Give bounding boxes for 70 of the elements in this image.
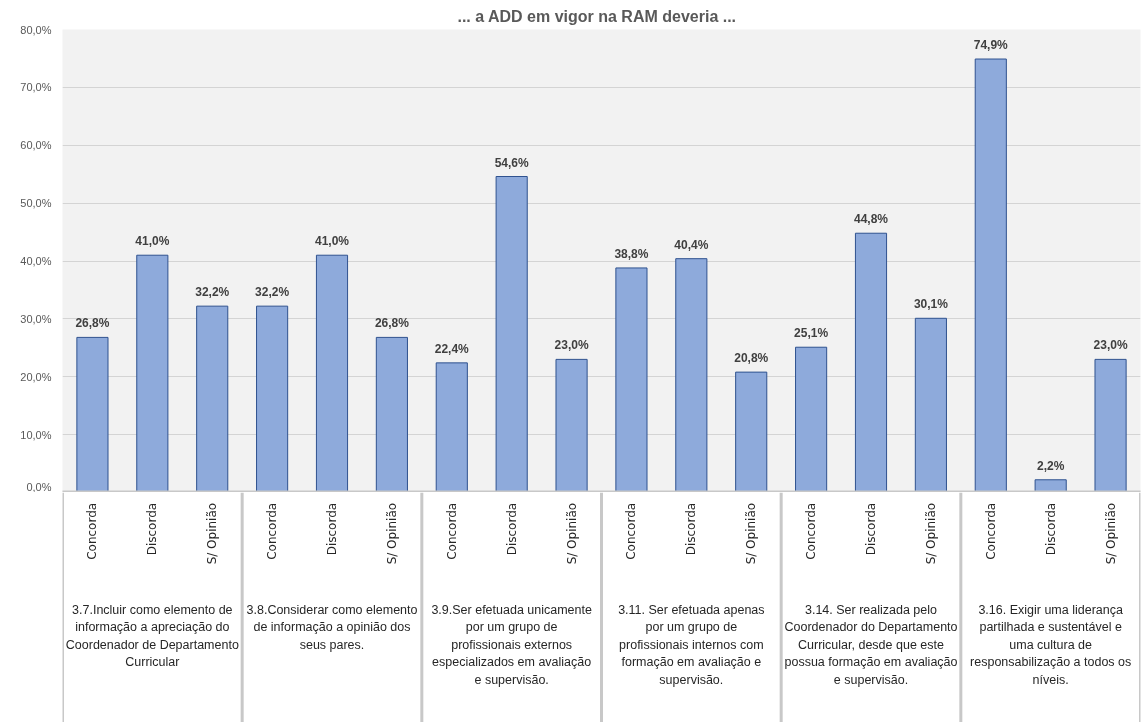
- data-label: 26,8%: [374, 316, 410, 331]
- x-tick-label: S/ Opinião: [205, 502, 220, 565]
- y-tick-label: 30,0%: [20, 312, 52, 325]
- data-label: 25,1%: [794, 326, 829, 341]
- text: 3.9.Ser efetuada unicamente por um grupo de profissionais externos especializados em avaliação e supervisão.: [431, 602, 592, 687]
- bar: [136, 254, 169, 492]
- text: 3.11. Ser efetuada apenas por um grupo de profissionais internos com formação em avaliação e supervisão.: [618, 602, 765, 687]
- bar: [914, 317, 947, 492]
- bar: [555, 358, 588, 492]
- data-label: 30,1%: [913, 297, 949, 312]
- bar: [675, 258, 708, 492]
- x-tick-label: S/ Opinião: [564, 502, 579, 565]
- y-tick-label: 0,0%: [26, 480, 52, 493]
- x-tick-label: Concorda: [85, 502, 100, 560]
- x-tick-label: Discorda: [325, 502, 339, 556]
- data-label: 26,8%: [75, 316, 110, 331]
- x-tick-label: Concorda: [265, 502, 280, 560]
- x-tick-label: Concorda: [983, 502, 998, 560]
- bar: [615, 267, 648, 492]
- y-tick-label: 60,0%: [20, 139, 52, 152]
- data-label: 20,8%: [734, 351, 769, 366]
- y-tick-label: 50,0%: [20, 197, 52, 210]
- data-label: 41,0%: [314, 234, 350, 249]
- x-tick-label: S/ Opinião: [384, 502, 399, 565]
- bar: [1094, 358, 1127, 492]
- y-tick-label: 70,0%: [20, 81, 52, 94]
- text: 3.14. Ser realizada pelo Coordenador do Departamento Curricular, desde que este possua formação em avaliação e supervisão.: [784, 602, 958, 687]
- bar: [435, 362, 468, 492]
- data-label: 54,6%: [494, 155, 530, 170]
- data-label: 41,0%: [135, 234, 170, 249]
- text: 3.7.Incluir como elemento de informação a apreciação do Coordenador de Departamento Curricular: [65, 602, 239, 670]
- x-tick-label: Concorda: [804, 502, 819, 560]
- data-label: 22,4%: [434, 341, 470, 356]
- data-label: 38,8%: [614, 246, 649, 261]
- data-label: 44,8%: [853, 212, 889, 227]
- x-tick-label: Discorda: [145, 502, 160, 556]
- data-label: 23,0%: [554, 338, 589, 353]
- bar: [76, 336, 109, 492]
- y-tick-label: 20,0%: [20, 370, 52, 383]
- text: 3.16. Exigir uma liderança partilhada e sustentável e uma cultura de responsabilização a todos os níveis.: [970, 602, 1132, 687]
- bar: [495, 176, 528, 492]
- x-tick-label: Discorda: [684, 502, 699, 556]
- data-label: 40,4%: [674, 237, 709, 252]
- bar: [974, 58, 1007, 492]
- data-label: 74,9%: [973, 38, 1009, 53]
- data-label: 32,2%: [255, 285, 290, 300]
- text: 3.8.Considerar como elemento de informação a opinião dos seus pares.: [246, 602, 418, 652]
- bar: [375, 336, 408, 492]
- y-tick-label: 40,0%: [20, 255, 52, 267]
- bar: [1034, 479, 1067, 492]
- y-tick-label: 10,0%: [20, 428, 52, 441]
- bar: [256, 305, 289, 492]
- data-label: 23,0%: [1093, 338, 1128, 353]
- x-tick-label: Concorda: [444, 502, 459, 560]
- x-tick-label: Discorda: [1043, 502, 1058, 556]
- chart-title: ... a ADD em vigor na RAM deveria ...: [457, 7, 737, 25]
- y-tick-label: 80,0%: [20, 23, 52, 36]
- data-label: 32,2%: [195, 285, 230, 300]
- bar: [854, 232, 888, 492]
- x-tick-label: S/ Opinião: [744, 502, 759, 565]
- bar: [315, 254, 349, 492]
- x-tick-label: Discorda: [864, 502, 878, 556]
- bar: [196, 305, 229, 492]
- data-label: 2,2%: [1036, 458, 1065, 473]
- x-tick-label: Discorda: [504, 502, 519, 556]
- bar: [735, 371, 768, 492]
- bar: [795, 346, 828, 492]
- x-tick-label: S/ Opinião: [1103, 502, 1118, 565]
- x-tick-label: S/ Opinião: [923, 502, 938, 565]
- x-tick-label: Concorda: [624, 502, 639, 560]
